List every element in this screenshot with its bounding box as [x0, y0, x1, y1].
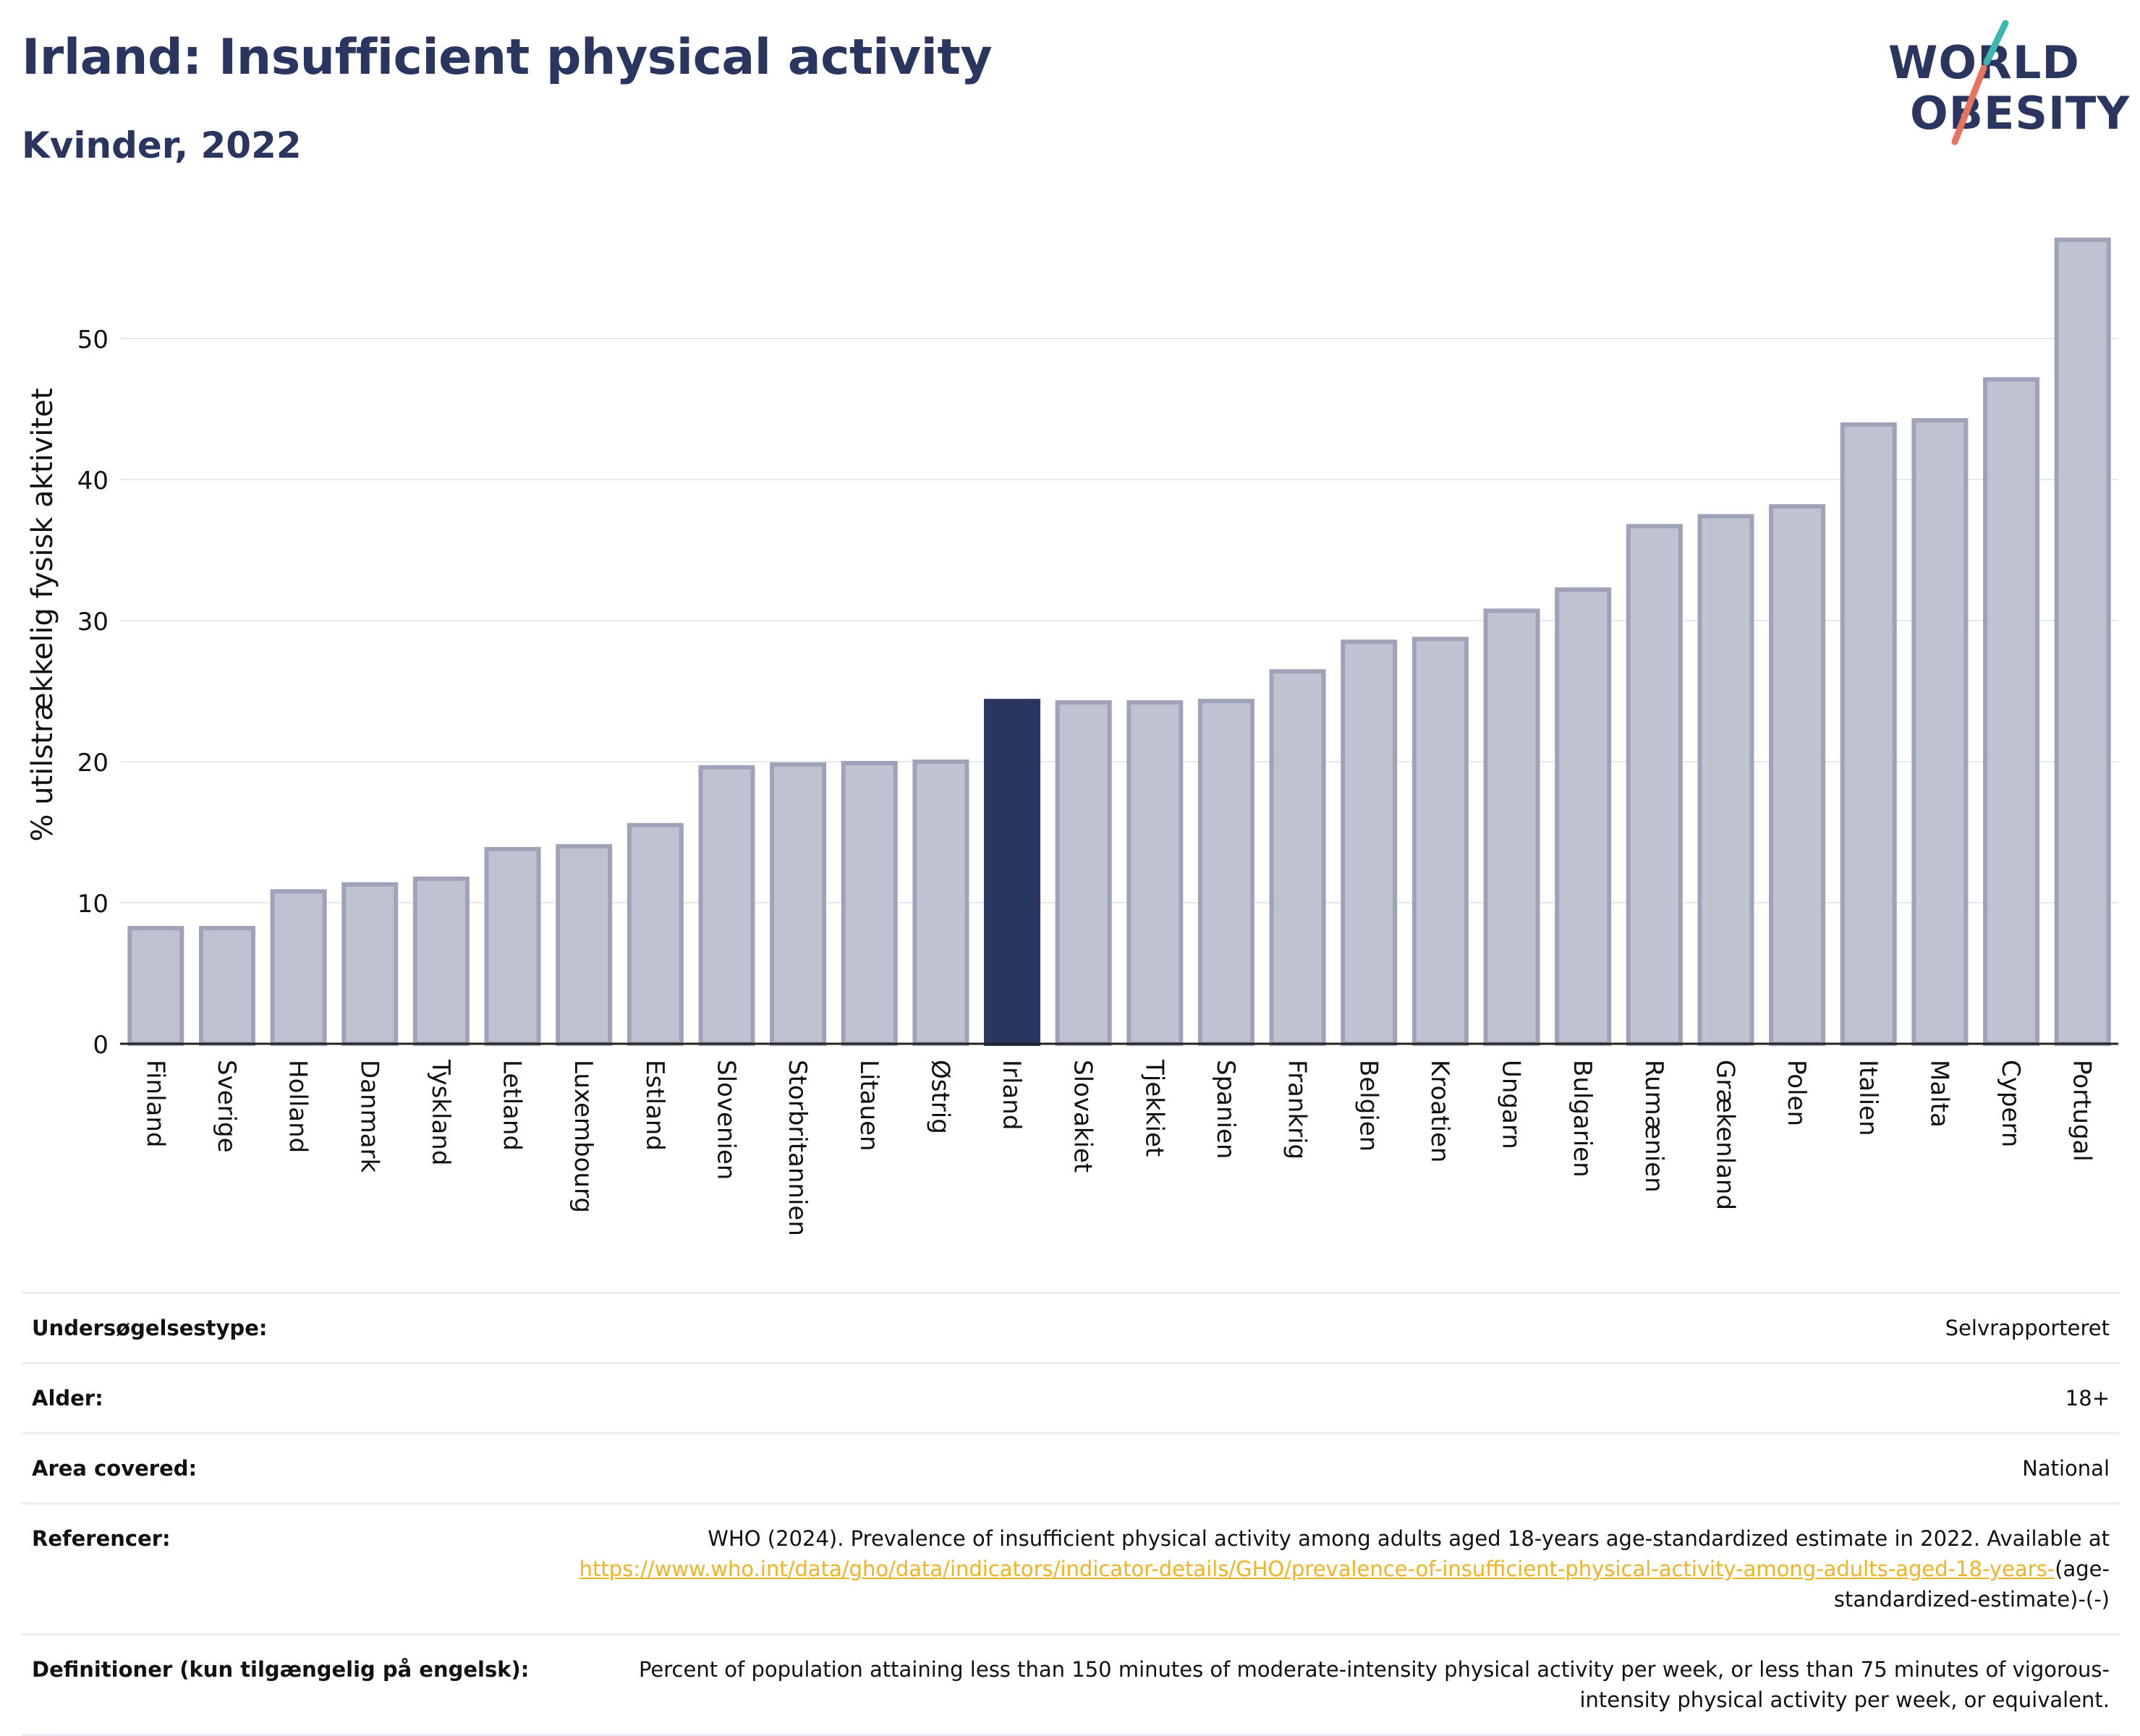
y-tick-label: 30 [77, 608, 109, 637]
x-tick-label: Portugal [2068, 1060, 2097, 1162]
info-label: Undersøgelsestype: [22, 1293, 563, 1363]
y-tick-label: 40 [77, 467, 109, 495]
x-tick-label: Spanien [1211, 1060, 1240, 1159]
x-tick-label: Kroatien [1425, 1060, 1454, 1162]
bar-irland [986, 701, 1038, 1044]
info-label: Area covered: [22, 1434, 563, 1504]
x-tick-label: Østrig [925, 1060, 954, 1134]
bar-litauen [844, 763, 896, 1044]
bar-ungarn [1486, 610, 1538, 1044]
x-tick-label: Belgien [1354, 1060, 1383, 1152]
bar-frankrig [1272, 671, 1324, 1044]
info-table: Undersøgelsestype: Selvrapporteret Alder… [22, 1292, 2120, 1736]
bar-letland [487, 849, 539, 1044]
bar-chart: 0 10 20 30 40 50 Finland Sverige Holland Danmark… [0, 0, 2140, 1273]
bar-polen [1771, 506, 1823, 1044]
x-tick-label: Cypern [1996, 1060, 2025, 1147]
bar-tyskland [415, 879, 467, 1044]
x-tick-label: Grækenland [1710, 1060, 1739, 1210]
bar-grækenland [1699, 516, 1752, 1044]
x-tick-label: Frankrig [1283, 1060, 1312, 1160]
bar-finland [129, 928, 182, 1044]
bar-tjekkiet [1129, 702, 1181, 1044]
x-tick-label: Rumænien [1639, 1060, 1668, 1193]
bar-malta [1914, 420, 1966, 1044]
info-label: Alder: [22, 1363, 563, 1434]
bar-østrig [914, 762, 967, 1044]
x-tick-label: Storbritannien [783, 1060, 812, 1236]
bar-rumænien [1629, 526, 1681, 1044]
x-tick-label: Sverige [212, 1060, 241, 1153]
bar-sverige [201, 928, 253, 1044]
bar-portugal [2057, 240, 2109, 1044]
references-text: WHO (2024). Prevalence of insufficient p… [708, 1526, 2110, 1551]
bar-bulgarien [1557, 590, 1609, 1044]
bar-slovakiet [1058, 702, 1110, 1044]
info-row-survey-type: Undersøgelsestype: Selvrapporteret [22, 1293, 2120, 1363]
x-tick-label: Luxembourg [569, 1060, 598, 1213]
bar-spanien [1200, 701, 1252, 1044]
info-row-definitions: Definitioner (kun tilgængelig på engelsk… [22, 1635, 2120, 1735]
info-row-area: Area covered: National [22, 1434, 2120, 1504]
x-tick-label: Finland [140, 1060, 169, 1148]
y-axis-ticks: 0 10 20 30 40 50 [77, 326, 109, 1060]
bar-belgien [1343, 642, 1395, 1044]
definitions-label: Definitioner (kun tilgængelig på engelsk… [22, 1635, 563, 1735]
info-value: National [563, 1434, 2120, 1504]
y-tick-label: 0 [93, 1031, 109, 1060]
x-tick-label: Bulgarien [1568, 1060, 1597, 1178]
x-tick-label: Ungarn [1497, 1060, 1526, 1149]
x-tick-label: Irland [997, 1060, 1026, 1130]
references-value: WHO (2024). Prevalence of insufficient p… [563, 1504, 2120, 1635]
bar-kroatien [1414, 639, 1466, 1044]
x-axis-labels: Finland Sverige Holland Danmark Tyskland Letl… [140, 1059, 2096, 1236]
info-row-references: Referencer: WHO (2024). Prevalence of in… [22, 1504, 2120, 1635]
x-tick-label: Tyskland [426, 1059, 455, 1165]
bar-luxembourg [558, 846, 610, 1044]
definitions-value: Percent of population attaining less tha… [563, 1635, 2120, 1735]
bars [129, 240, 2108, 1044]
x-tick-label: Slovenien [711, 1060, 740, 1180]
x-tick-label: Slovakiet [1069, 1060, 1097, 1173]
x-tick-label: Holland [284, 1060, 313, 1153]
y-tick-label: 50 [77, 326, 109, 354]
x-tick-label: Litauen [854, 1060, 883, 1152]
info-row-age: Alder: 18+ [22, 1363, 2120, 1434]
bar-storbritannien [772, 765, 824, 1044]
y-tick-label: 10 [77, 890, 109, 919]
x-tick-label: Tjekkiet [1139, 1059, 1168, 1157]
bar-italien [1843, 425, 1895, 1044]
y-axis-label: % utilstrækkelig fysisk aktivitet [26, 388, 59, 841]
bar-holland [273, 891, 325, 1044]
x-tick-label: Malta [1924, 1060, 1953, 1128]
x-tick-label: Estland [640, 1060, 669, 1151]
references-label: Referencer: [22, 1504, 563, 1635]
bar-estland [629, 825, 682, 1044]
bar-slovenien [700, 767, 752, 1044]
x-tick-label: Letland [498, 1060, 527, 1151]
info-value: 18+ [563, 1363, 2120, 1434]
bar-cypern [1985, 380, 2037, 1044]
bar-danmark [344, 885, 396, 1044]
x-tick-label: Polen [1782, 1060, 1811, 1126]
x-tick-label: Danmark [354, 1060, 383, 1173]
references-link[interactable]: https://www.who.int/data/gho/data/indica… [579, 1557, 2055, 1581]
y-tick-label: 20 [77, 749, 109, 778]
info-value: Selvrapporteret [563, 1293, 2120, 1363]
x-tick-label: Italien [1854, 1060, 1882, 1136]
